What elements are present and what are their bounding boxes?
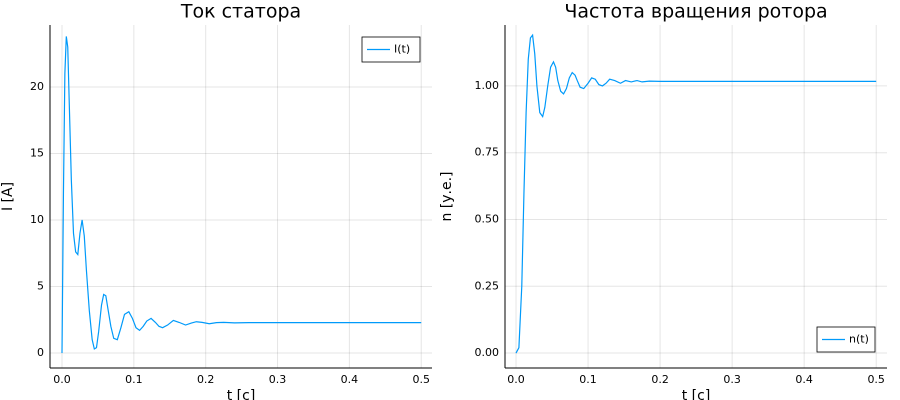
y-tick-label: 10 (30, 213, 44, 226)
x-tick-label: 0.2 (197, 373, 215, 386)
x-tick-label: 0.5 (412, 373, 430, 386)
y-tick-label: 1.00 (475, 79, 500, 92)
chart-title: Частота вращения ротора (564, 1, 827, 23)
x-tick-label: 0.1 (579, 373, 597, 386)
y-tick-label: 5 (37, 279, 44, 292)
y-tick-label: 0.50 (475, 212, 500, 225)
x-tick-label: 0.2 (651, 373, 669, 386)
y-tick-label: 0.00 (475, 346, 500, 359)
y-axis-label: I [A] (0, 182, 16, 211)
x-tick-label: 0.3 (723, 373, 741, 386)
x-tick-label: 0.3 (269, 373, 287, 386)
y-axis-label: n [у.е.] (439, 171, 455, 221)
x-tick-label: 0.0 (53, 373, 71, 386)
chart-title: Ток статора (180, 1, 301, 23)
x-tick-label: 0.5 (867, 373, 885, 386)
x-tick-label: 0.1 (125, 373, 143, 386)
legend-label: I(t) (394, 43, 410, 56)
y-tick-label: 0.75 (475, 146, 500, 159)
x-tick-label: 0.4 (795, 373, 813, 386)
line (61, 36, 422, 353)
x-axis-label: t [c] (682, 388, 711, 400)
x-tick-label: 0.4 (341, 373, 359, 386)
y-tick-label: 0 (37, 346, 44, 359)
line (515, 33, 877, 354)
y-tick-label: 20 (30, 80, 44, 93)
legend-label: n(t) (849, 333, 869, 346)
x-tick-label: 0.0 (507, 373, 525, 386)
y-tick-label: 15 (30, 146, 44, 159)
y-tick-label: 0.25 (475, 279, 500, 292)
x-axis-label: t [c] (227, 388, 256, 400)
